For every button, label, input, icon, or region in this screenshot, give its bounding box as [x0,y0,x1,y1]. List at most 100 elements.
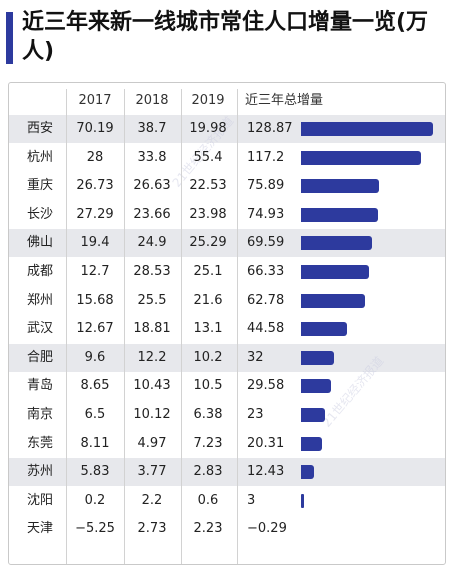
total-bar [301,150,422,165]
value-2019: 22.53 [189,178,227,194]
value-2017: 8.65 [80,378,110,394]
value-2018: 23.66 [133,206,171,222]
header-2018: 2018 [135,93,169,108]
row-band [9,343,445,372]
value-2019: 55.4 [193,149,223,165]
value-2017: 8.11 [80,435,110,451]
column-divider [181,89,182,564]
city-name: 杭州 [26,149,53,165]
value-total: 66.33 [247,264,285,279]
value-total: 3 [247,492,256,508]
total-bar [301,122,433,136]
value-total: 20.31 [247,435,285,451]
value-2017: 15.68 [76,292,114,308]
value-2018: 25.5 [137,292,167,308]
city-name: 苏州 [26,464,53,480]
value-2019: 13.1 [193,321,223,337]
total-bar [301,408,325,422]
city-name: 合肥 [26,349,53,365]
city-name: 武汉 [26,321,53,337]
value-2017: 27.29 [76,206,114,222]
total-bar [301,436,322,451]
value-2019: 2.23 [193,521,223,537]
city-name: 长沙 [26,206,53,222]
value-2019: 21.6 [193,292,223,308]
value-2017: 0.2 [84,492,106,508]
value-2018: 38.7 [137,121,167,136]
value-2019: 25.29 [189,235,227,251]
header-2017: 2017 [78,93,112,108]
value-total: 23 [247,407,264,422]
value-2018: 3.77 [137,464,167,480]
total-bar [301,179,379,194]
value-2018: 12.2 [137,349,167,365]
city-name: 重庆 [26,178,53,194]
value-2017: 6.5 [84,407,106,422]
city-name: 南京 [26,407,53,422]
city-name: 郑州 [26,292,53,308]
value-2017: 28 [86,149,104,165]
value-2019: 7.23 [193,435,223,451]
value-2018: 4.97 [137,435,167,451]
value-total: 44.58 [247,321,285,337]
value-2018: 18.81 [133,321,171,337]
value-2017: 70.19 [76,121,114,136]
value-total: 74.93 [247,206,285,222]
total-bar [301,465,314,480]
value-2017: 12.67 [76,321,114,337]
total-bar [301,493,305,508]
city-name: 成都 [26,264,53,279]
value-2018: 2.2 [141,492,163,508]
total-bar [301,293,366,308]
value-total: 69.59 [247,235,285,251]
value-2017: 5.83 [80,464,110,480]
value-2018: 33.8 [137,149,167,165]
value-2019: 6.38 [193,407,223,422]
value-2019: 0.6 [197,492,219,508]
value-2017: 26.73 [76,178,114,194]
value-total: −0.29 [247,521,287,537]
city-name: 青岛 [26,378,53,394]
column-divider [124,89,125,564]
value-total: 75.89 [247,178,285,194]
title-accent-bar [6,12,13,64]
value-2019: 2.83 [193,464,223,480]
value-2017: 9.6 [84,349,106,365]
data-table: 21世纪经济报道 21世纪经济报道 2017 2018 2019 近三年总增量 … [8,82,446,565]
value-2018: 24.9 [137,235,167,251]
value-2019: 10.5 [193,378,223,394]
value-total: 117.2 [247,149,285,165]
header-total: 近三年总增量 [245,93,324,108]
row-band [9,229,445,258]
city-name: 沈阳 [26,492,53,508]
value-total: 32 [247,349,264,365]
chart-title: 近三年来新一线城市常住人口增量一览(万人) [22,10,429,64]
value-total: 128.87 [247,121,293,136]
total-bar [301,379,332,394]
value-2017: −5.25 [75,521,115,537]
city-name: 佛山 [26,235,53,251]
city-name: 天津 [26,521,53,537]
value-2019: 10.2 [193,349,223,365]
total-bar [301,322,347,337]
value-2018: 28.53 [133,264,171,279]
total-bar [301,236,373,251]
row-band [9,458,445,487]
value-total: 62.78 [247,292,285,308]
column-divider [66,89,67,564]
city-name: 东莞 [26,435,53,451]
value-2019: 19.98 [189,121,227,136]
value-2018: 10.43 [133,378,171,394]
title-block: 近三年来新一线城市常住人口增量一览(万人) [6,4,444,74]
column-divider [237,89,238,564]
total-bar [301,207,378,222]
total-bar [301,350,334,365]
value-2018: 2.73 [137,521,167,537]
header-2019: 2019 [191,93,225,108]
value-total: 12.43 [247,464,285,480]
value-2019: 25.1 [193,264,223,279]
value-2018: 10.12 [133,407,171,422]
value-2019: 23.98 [189,206,227,222]
value-2017: 12.7 [80,264,110,279]
value-2017: 19.4 [80,235,110,251]
